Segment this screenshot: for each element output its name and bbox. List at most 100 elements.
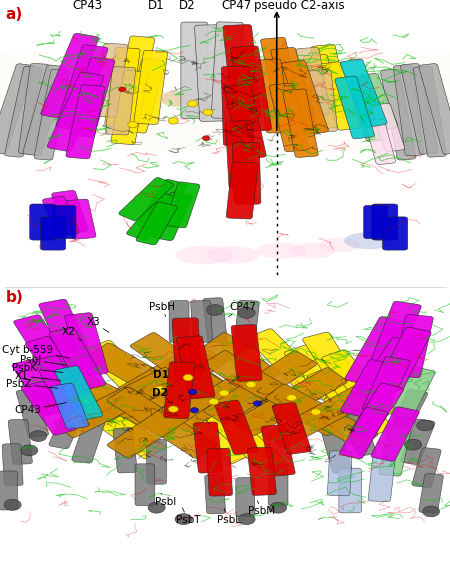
- FancyBboxPatch shape: [147, 439, 166, 484]
- FancyBboxPatch shape: [351, 383, 404, 437]
- FancyBboxPatch shape: [93, 43, 128, 117]
- FancyBboxPatch shape: [311, 45, 351, 119]
- FancyBboxPatch shape: [393, 315, 433, 378]
- FancyBboxPatch shape: [194, 25, 227, 121]
- Text: pseudo C2-axis: pseudo C2-axis: [254, 0, 345, 12]
- Text: PsbM: PsbM: [248, 501, 275, 516]
- FancyBboxPatch shape: [387, 389, 428, 437]
- FancyBboxPatch shape: [23, 65, 65, 156]
- FancyBboxPatch shape: [226, 162, 258, 219]
- FancyBboxPatch shape: [48, 360, 148, 438]
- FancyBboxPatch shape: [221, 66, 251, 146]
- FancyBboxPatch shape: [234, 300, 259, 348]
- FancyBboxPatch shape: [371, 103, 405, 152]
- Ellipse shape: [206, 246, 260, 264]
- Ellipse shape: [417, 420, 434, 431]
- Ellipse shape: [344, 232, 394, 249]
- FancyBboxPatch shape: [34, 356, 85, 413]
- Ellipse shape: [287, 394, 297, 401]
- FancyBboxPatch shape: [119, 178, 174, 221]
- FancyBboxPatch shape: [197, 402, 284, 470]
- FancyBboxPatch shape: [0, 64, 35, 154]
- FancyBboxPatch shape: [84, 340, 184, 426]
- FancyBboxPatch shape: [236, 478, 255, 517]
- Text: D2: D2: [152, 388, 168, 398]
- FancyBboxPatch shape: [224, 85, 266, 159]
- Text: PsbH: PsbH: [149, 301, 175, 316]
- FancyBboxPatch shape: [223, 25, 261, 119]
- FancyBboxPatch shape: [191, 300, 212, 343]
- FancyBboxPatch shape: [271, 48, 316, 127]
- Text: D1: D1: [148, 0, 165, 12]
- FancyBboxPatch shape: [372, 204, 398, 240]
- FancyBboxPatch shape: [72, 415, 106, 463]
- FancyBboxPatch shape: [272, 402, 311, 454]
- FancyBboxPatch shape: [40, 33, 99, 119]
- FancyBboxPatch shape: [211, 22, 243, 119]
- FancyBboxPatch shape: [8, 419, 32, 464]
- FancyBboxPatch shape: [21, 381, 76, 435]
- FancyBboxPatch shape: [266, 384, 378, 448]
- FancyBboxPatch shape: [52, 190, 88, 234]
- FancyBboxPatch shape: [362, 356, 410, 414]
- Ellipse shape: [168, 118, 178, 124]
- FancyBboxPatch shape: [54, 367, 184, 438]
- Text: a): a): [5, 7, 22, 22]
- FancyBboxPatch shape: [14, 315, 78, 383]
- FancyBboxPatch shape: [47, 72, 104, 151]
- FancyBboxPatch shape: [377, 327, 431, 390]
- FancyBboxPatch shape: [379, 425, 411, 476]
- FancyBboxPatch shape: [172, 318, 201, 380]
- FancyBboxPatch shape: [105, 48, 140, 127]
- FancyBboxPatch shape: [152, 192, 192, 241]
- FancyBboxPatch shape: [203, 298, 227, 343]
- Ellipse shape: [202, 136, 210, 140]
- FancyBboxPatch shape: [50, 383, 89, 429]
- FancyBboxPatch shape: [49, 401, 88, 449]
- FancyBboxPatch shape: [49, 327, 106, 390]
- FancyBboxPatch shape: [221, 337, 294, 417]
- FancyBboxPatch shape: [319, 62, 361, 130]
- Ellipse shape: [227, 104, 234, 109]
- FancyBboxPatch shape: [371, 407, 419, 461]
- FancyBboxPatch shape: [113, 428, 137, 473]
- FancyBboxPatch shape: [413, 66, 446, 157]
- FancyBboxPatch shape: [207, 448, 233, 496]
- FancyBboxPatch shape: [309, 70, 338, 132]
- Text: D2: D2: [179, 0, 195, 12]
- Text: PsbK: PsbK: [12, 363, 63, 373]
- FancyBboxPatch shape: [339, 468, 361, 513]
- FancyBboxPatch shape: [54, 366, 103, 421]
- FancyBboxPatch shape: [307, 367, 393, 437]
- FancyBboxPatch shape: [340, 359, 393, 417]
- FancyBboxPatch shape: [113, 36, 155, 116]
- FancyBboxPatch shape: [266, 384, 378, 448]
- FancyBboxPatch shape: [134, 50, 167, 124]
- FancyBboxPatch shape: [165, 182, 200, 228]
- Ellipse shape: [256, 243, 306, 258]
- Text: CP43: CP43: [14, 402, 67, 415]
- FancyBboxPatch shape: [400, 419, 435, 465]
- FancyBboxPatch shape: [107, 387, 217, 458]
- Text: CP47: CP47: [229, 301, 256, 316]
- FancyBboxPatch shape: [382, 217, 408, 250]
- FancyBboxPatch shape: [169, 300, 189, 343]
- FancyBboxPatch shape: [70, 57, 115, 138]
- Ellipse shape: [183, 375, 193, 380]
- FancyBboxPatch shape: [215, 400, 258, 455]
- FancyBboxPatch shape: [261, 37, 302, 117]
- FancyBboxPatch shape: [165, 359, 281, 431]
- FancyBboxPatch shape: [282, 60, 328, 135]
- FancyBboxPatch shape: [105, 66, 136, 135]
- FancyBboxPatch shape: [225, 121, 256, 189]
- FancyBboxPatch shape: [4, 66, 42, 157]
- FancyBboxPatch shape: [283, 89, 318, 158]
- FancyBboxPatch shape: [230, 46, 272, 132]
- Ellipse shape: [238, 307, 255, 319]
- FancyBboxPatch shape: [268, 464, 288, 505]
- FancyBboxPatch shape: [233, 368, 347, 435]
- FancyBboxPatch shape: [335, 76, 374, 139]
- FancyBboxPatch shape: [419, 473, 443, 513]
- FancyBboxPatch shape: [205, 474, 225, 514]
- FancyBboxPatch shape: [412, 448, 441, 488]
